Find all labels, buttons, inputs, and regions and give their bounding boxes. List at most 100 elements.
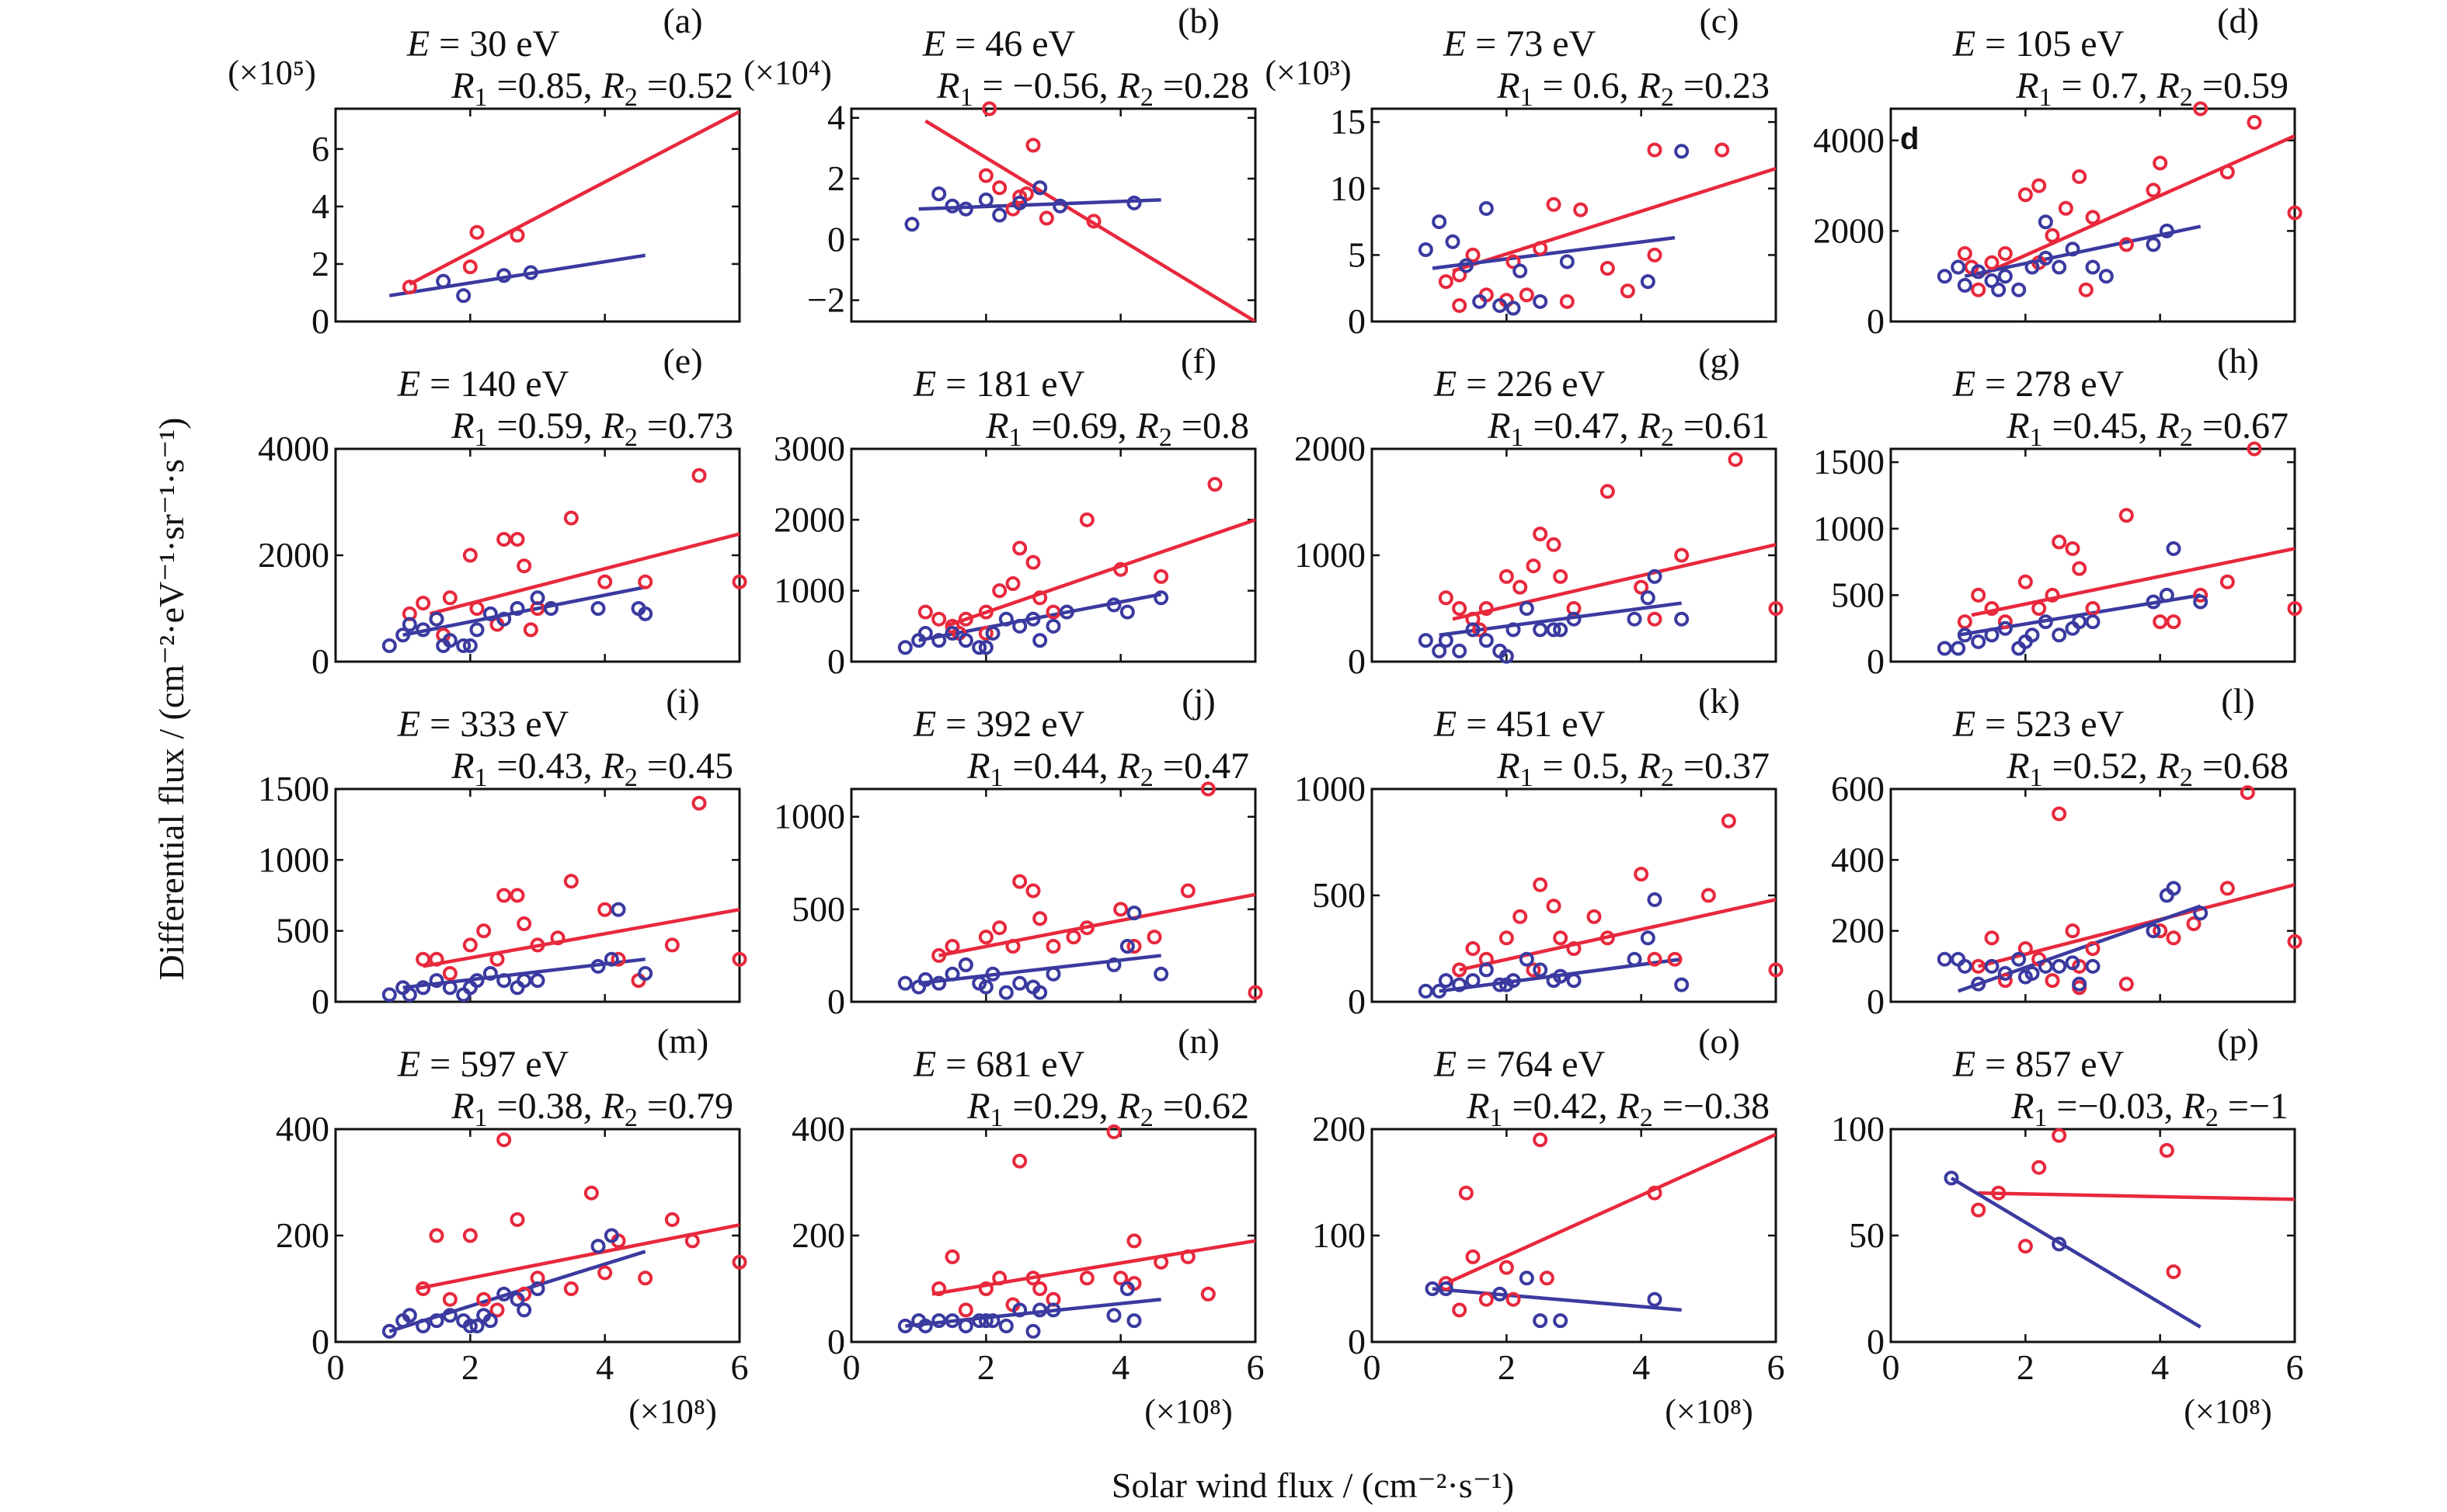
data-point-blue <box>638 965 653 981</box>
data-point-red <box>2219 881 2235 896</box>
data-point-red <box>1599 484 1615 499</box>
data-point-blue <box>2193 594 2209 610</box>
data-point-blue <box>2085 259 2101 275</box>
panel-letter: (o) <box>1698 1021 1740 1061</box>
data-point-blue <box>1566 611 1582 627</box>
data-point-red <box>416 1281 431 1296</box>
data-point-red <box>2072 561 2087 576</box>
data-point-red <box>2153 155 2168 171</box>
data-point-red <box>2118 976 2134 992</box>
data-point-blue <box>1997 965 2013 981</box>
panel-energy-label: E = 764 eV <box>1433 1044 1606 1085</box>
panel-correlation-label: R1 =0.42, R2 =−0.38 <box>1466 1086 1770 1132</box>
data-point-red <box>732 951 747 967</box>
data-point-red <box>2045 973 2060 989</box>
data-point-blue <box>958 633 973 648</box>
data-point-red <box>2031 178 2047 193</box>
y-tick-label: 200 <box>792 1215 845 1255</box>
data-point-blue <box>1505 622 1521 638</box>
data-point-blue <box>2052 1236 2067 1252</box>
y-tick-label: 400 <box>1831 839 1885 879</box>
data-point-blue <box>1519 951 1534 967</box>
data-point-red <box>510 1211 525 1227</box>
data-point-red <box>489 951 505 967</box>
data-point-red <box>1634 867 1649 882</box>
data-point-blue <box>2146 594 2161 610</box>
data-point-blue <box>1498 648 1514 664</box>
fit-line-red <box>931 1239 1255 1296</box>
data-point-red <box>1997 246 2013 262</box>
data-point-red <box>476 1291 492 1307</box>
data-point-red <box>1248 985 1263 1000</box>
y-tick-label: 2000 <box>1294 429 1366 468</box>
data-point-blue <box>2038 958 2053 974</box>
data-point-red <box>978 930 994 945</box>
data-point-blue <box>1553 622 1568 638</box>
data-point-blue <box>1512 263 1528 279</box>
data-point-blue <box>2052 627 2067 643</box>
data-point-blue <box>1674 977 1690 992</box>
data-point-red <box>2052 1128 2067 1143</box>
data-point-red <box>1674 547 1690 563</box>
data-point-blue <box>2159 223 2174 238</box>
y-tick-label: 3000 <box>774 429 845 468</box>
data-point-red <box>1728 452 1743 468</box>
data-point-red <box>1997 973 2013 989</box>
data-point-red <box>2193 101 2209 116</box>
data-point-blue <box>381 1323 397 1339</box>
plot-frame <box>850 787 1257 1003</box>
y-tick-label: 500 <box>1831 575 1885 614</box>
panel-energy-label: E = 857 eV <box>1952 1044 2125 1085</box>
data-point-blue <box>2011 282 2027 297</box>
data-point-red <box>931 611 947 627</box>
data-point-blue <box>442 1308 458 1323</box>
data-point-red <box>1971 1202 1986 1218</box>
y-multiplier: (×10³) <box>1265 54 1351 92</box>
data-point-blue <box>1119 939 1135 954</box>
plot-frame <box>1889 1128 2296 1343</box>
data-point-blue <box>1674 611 1690 627</box>
data-point-blue <box>1432 643 1447 659</box>
data-point-red <box>1519 287 1534 303</box>
data-point-red <box>2058 200 2073 216</box>
data-point-blue <box>998 985 1014 1000</box>
data-point-blue <box>1951 259 1966 275</box>
data-point-red <box>2240 785 2255 801</box>
data-point-blue <box>1492 297 1508 313</box>
data-point-blue <box>1492 1286 1508 1302</box>
x-tick-label: 0 <box>843 1347 861 1387</box>
data-point-blue <box>456 638 472 653</box>
plot-frame <box>1889 787 2296 1003</box>
data-point-blue <box>897 975 913 991</box>
fit-line-red <box>429 532 740 616</box>
y-tick-label: 0 <box>312 982 329 1021</box>
data-point-blue <box>1432 214 1447 230</box>
data-point-blue <box>530 590 545 606</box>
panel-energy-label: E = 140 eV <box>397 363 569 405</box>
data-point-blue <box>469 1318 485 1333</box>
data-point-blue <box>1025 1323 1041 1339</box>
data-point-blue <box>1438 633 1453 648</box>
data-point-blue <box>1533 1313 1548 1329</box>
y-tick-label: 0 <box>1348 301 1366 341</box>
y-tick-label: 4 <box>827 98 845 137</box>
data-point-red <box>1200 1286 1216 1302</box>
data-point-red <box>2219 165 2235 180</box>
data-point-red <box>2118 508 2134 523</box>
data-point-blue <box>998 611 1014 627</box>
data-point-red <box>2219 574 2235 589</box>
fit-line-red <box>1445 1132 1776 1285</box>
data-point-red <box>1452 962 1467 978</box>
data-point-blue <box>442 980 458 996</box>
data-point-red <box>664 937 680 953</box>
data-point-red <box>1180 1249 1196 1264</box>
data-point-blue <box>2193 905 2209 921</box>
data-point-red <box>530 937 545 953</box>
data-point-red <box>2052 534 2067 550</box>
y-tick-label: 0 <box>827 219 845 259</box>
